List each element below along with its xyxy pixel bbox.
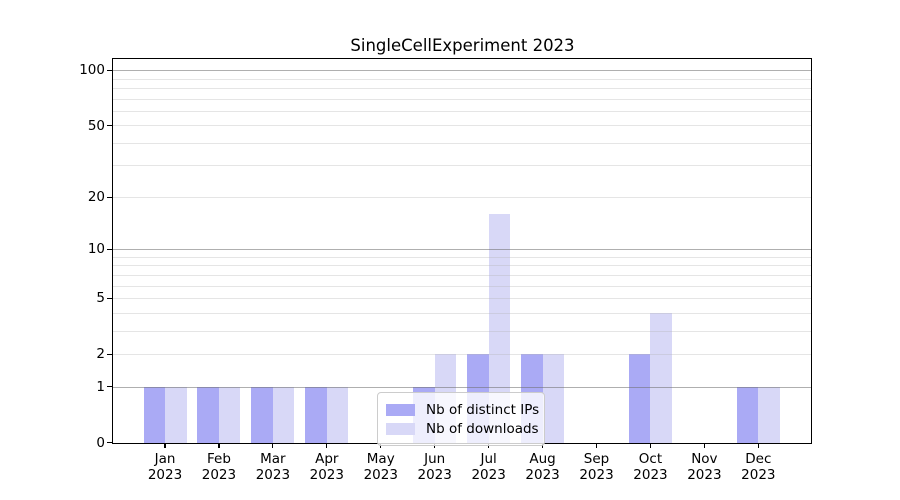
y-tick-mark-100 [107,69,112,71]
y-tick-label-2: 2 [96,346,105,363]
bar-nb-of-downloads-jul [488,213,511,443]
gridline-major-10 [113,249,811,251]
plot-area: Nb of distinct IPs Nb of downloads [112,58,812,446]
y-tick-mark-5 [107,297,112,299]
y-tick-mark-20 [107,196,112,198]
gridline-minor-80 [113,87,811,89]
x-tick-label-mar: Mar 2023 [255,450,291,484]
y-tick-label-5: 5 [96,290,105,307]
bar-nb-of-distinct-ips-mar [251,386,273,443]
x-tick-mark-mar [272,442,274,448]
gridline-major-100 [113,70,811,72]
x-tick-mark-dec [757,442,759,448]
y-tick-mark-10 [107,248,112,250]
gridline-minor-9 [113,256,811,258]
gridline-minor-2 [113,353,811,355]
gridline-minor-7 [113,274,811,276]
legend-label-distinct-ips: Nb of distinct IPs [426,401,540,418]
x-tick-label-aug: Aug 2023 [525,450,560,484]
x-tick-mark-apr [326,442,328,448]
gridline-minor-4 [113,312,811,314]
gridline-minor-30 [113,165,811,167]
chart-title: SingleCellExperiment 2023 [350,36,575,55]
gridline-minor-90 [113,78,811,80]
x-tick-label-jul: Jul 2023 [471,450,506,484]
gridlines-layer [113,59,811,443]
x-tick-label-oct: Oct 2023 [633,450,668,484]
bar-nb-of-distinct-ips-dec [736,386,759,443]
gridline-minor-8 [113,265,811,267]
x-tick-label-apr: Apr 2023 [309,450,344,484]
y-tick-label-10: 10 [87,241,105,258]
bar-nb-of-downloads-aug [542,353,565,443]
bar-nb-of-downloads-feb [218,386,241,443]
x-tick-mark-jan [164,442,166,448]
x-tick-label-dec: Dec 2023 [741,450,776,484]
legend-entry-downloads: Nb of downloads [386,419,539,438]
gridline-major-1 [113,386,811,388]
legend-swatch-downloads [386,422,415,435]
x-tick-label-nov: Nov 2023 [687,450,722,484]
y-tick-label-100: 100 [79,62,105,79]
x-tick-label-feb: Feb 2023 [201,450,237,484]
x-tick-label-may: May 2023 [363,450,398,484]
gridline-minor-20 [113,196,811,198]
gridline-minor-40 [113,142,811,144]
bar-nb-of-downloads-mar [272,386,295,443]
y-tick-mark-2 [107,353,112,355]
y-tick-mark-50 [107,124,112,127]
gridline-minor-70 [113,98,811,100]
bar-nb-of-distinct-ips-oct [628,353,651,443]
y-tick-mark-0 [107,442,112,444]
legend-label-downloads: Nb of downloads [426,420,539,437]
x-tick-mark-sep [595,442,598,448]
y-tick-label-50: 50 [87,117,105,134]
legend-entry-distinct-ips: Nb of distinct IPs [386,400,539,419]
y-tick-label-0: 0 [96,434,105,451]
bar-nb-of-distinct-ips-feb [197,386,219,443]
x-tick-label-sep: Sep 2023 [579,450,614,484]
legend-swatch-distinct-ips [386,403,415,416]
x-tick-label-jan: Jan 2023 [147,450,183,484]
bar-nb-of-distinct-ips-jan [143,386,165,443]
gridline-minor-50 [113,125,811,127]
legend: Nb of distinct IPs Nb of downloads [377,392,545,446]
y-tick-mark-1 [107,386,112,388]
bar-nb-of-downloads-jan [165,386,187,443]
gridline-minor-3 [113,330,811,332]
gridline-minor-5 [113,298,811,299]
bar-nb-of-downloads-apr [326,386,349,443]
x-tick-mark-oct [649,442,652,448]
x-tick-label-jun: Jun 2023 [417,450,452,484]
x-tick-mark-nov [703,442,705,448]
bar-nb-of-distinct-ips-apr [305,386,327,443]
gridline-minor-60 [113,110,811,112]
gridline-minor-6 [113,285,811,287]
y-tick-label-1: 1 [96,378,105,395]
bar-nb-of-downloads-oct [650,312,672,443]
x-tick-mark-feb [218,442,220,448]
bar-nb-of-downloads-dec [758,386,780,443]
y-tick-label-20: 20 [87,189,105,206]
